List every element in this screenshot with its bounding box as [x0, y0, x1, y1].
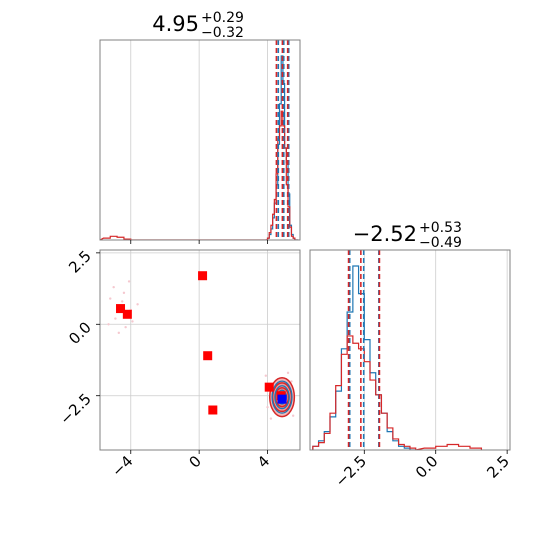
marginal-histogram-param-2: −2.5 0.0 2.5: [309, 249, 513, 491]
joint-density-panel: −4 0 4 −2.5 0.0 2.5: [56, 247, 301, 480]
joint-sample-point-6: [117, 331, 121, 335]
joint-sample-point-12: [264, 374, 268, 377]
m1-hist-red: [265, 110, 299, 240]
joint-sample-point-11: [127, 280, 131, 283]
m1-hist-red-tail: [100, 235, 268, 240]
title-param-1: 4.95 +0.29 −0.32: [152, 10, 244, 41]
joint-sample-point-1: [114, 317, 117, 320]
joint-frame: [99, 249, 301, 451]
joint-sample-point-3: [124, 325, 127, 329]
title-param-1-upper: +0.29: [201, 10, 244, 26]
joint-red-square-marker-5: [264, 382, 274, 392]
m2-xtick-label-2: 2.5: [483, 452, 513, 482]
joint-sample-point-2: [121, 300, 124, 303]
marginal-1-frame: [99, 39, 301, 241]
joint-sample-point-10: [107, 323, 110, 326]
joint-xtick-label-0: −4: [108, 452, 136, 480]
marginal-2-frame: [309, 249, 511, 451]
title-param-2-lower: −0.49: [419, 235, 462, 251]
joint-sample-point-17: [286, 371, 290, 375]
marginal-histogram-param-1: [99, 39, 301, 244]
joint-ytick-label-0: −2.5: [56, 390, 94, 428]
joint-xtick-label-1: 0: [185, 452, 204, 471]
title-param-2-value: −2.52: [353, 222, 417, 246]
joint-sample-point-13: [269, 417, 273, 420]
title-param-2-upper: +0.53: [419, 220, 462, 236]
m2-xtick-label-0: −2.5: [332, 452, 370, 490]
joint-sample-point-15: [291, 414, 295, 417]
title-param-1-value: 4.95: [152, 12, 199, 36]
joint-ytick-label-1: 0.0: [65, 318, 95, 348]
joint-red-square-marker-4: [208, 405, 218, 415]
joint-sample-point-14: [290, 380, 293, 383]
joint-sample-point-0: [109, 297, 112, 300]
joint-sample-point-16: [266, 405, 269, 409]
joint-blue-square-marker: [277, 394, 287, 404]
joint-sample-point-7: [131, 320, 134, 323]
joint-blue-contour-0: [271, 380, 293, 414]
joint-red-square-marker-2: [122, 309, 132, 319]
title-param-1-lower: −0.32: [201, 25, 244, 41]
m2-xtick-label-1: 0.0: [412, 452, 442, 482]
joint-xtick-label-2: 4: [254, 452, 273, 471]
m2-hist-red-tail: [415, 443, 483, 450]
joint-sample-point-8: [122, 291, 126, 295]
joint-blue-contour-1: [274, 385, 290, 410]
joint-red-square-marker-1: [116, 304, 126, 314]
joint-sample-point-5: [112, 285, 115, 289]
joint-red-square-marker-0: [198, 271, 208, 281]
joint-red-square-marker-3: [203, 351, 213, 361]
joint-ytick-label-2: 2.5: [65, 247, 95, 277]
joint-sample-point-9: [136, 303, 139, 306]
title-param-2: −2.52 +0.53 −0.49: [353, 220, 462, 251]
